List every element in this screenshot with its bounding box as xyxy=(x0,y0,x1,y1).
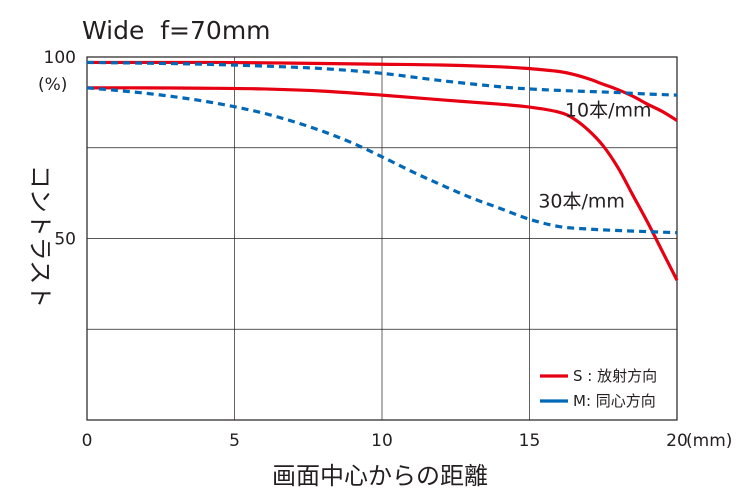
y-tick-label: 100 xyxy=(44,48,76,68)
series-line-m-10 xyxy=(86,60,678,97)
annotations: 10本/mm 30本/mm xyxy=(538,100,651,213)
legend-label-m: M: 同心方向 xyxy=(573,392,656,410)
series-layer xyxy=(86,60,679,281)
x-tick-label: 10 xyxy=(371,431,393,451)
x-tick-label: 0 xyxy=(82,431,93,451)
chart-title: Wide f=70mm xyxy=(82,16,271,45)
y-tick-label: 50 xyxy=(54,230,76,250)
plot-frame xyxy=(86,56,678,421)
series-line-m-30 xyxy=(86,86,678,235)
series-line-s-10 xyxy=(87,60,678,122)
series-line-s-30 xyxy=(86,86,679,281)
x-tick-label: 15 xyxy=(519,431,541,451)
x-axis-label: 画面中心からの距離 xyxy=(272,462,488,490)
x-unit-label: (mm) xyxy=(686,431,732,451)
tick-labels: 0 5 10 15 20 100 50 xyxy=(44,48,688,451)
x-tick-label: 20 xyxy=(666,431,688,451)
annotation-label: 30本/mm xyxy=(538,190,625,212)
legend-label-s: S : 放射方向 xyxy=(573,367,657,385)
grid-lines xyxy=(87,57,677,420)
x-tick-label: 5 xyxy=(229,431,240,451)
legend: S : 放射方向 M: 同心方向 xyxy=(540,367,657,410)
annotation-label: 10本/mm xyxy=(565,100,652,122)
y-axis-label: コントラスト xyxy=(26,165,54,309)
y-unit-label: (%) xyxy=(38,75,67,95)
